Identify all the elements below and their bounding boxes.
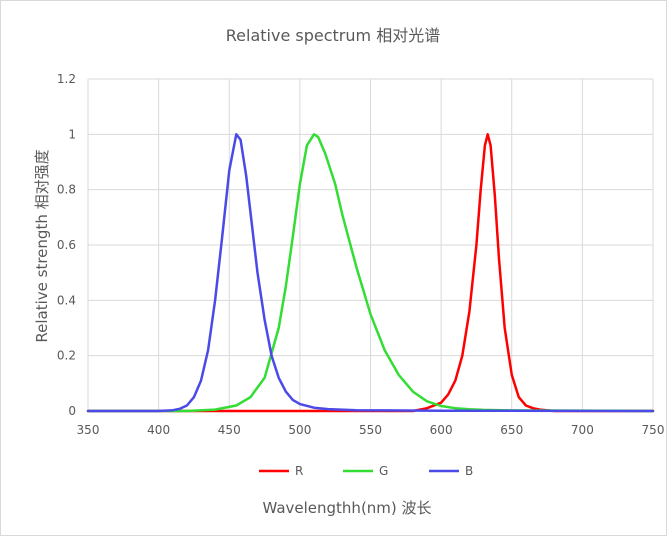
legend-label: B	[465, 464, 473, 478]
y-tick-label: 0.4	[57, 293, 76, 307]
legend-item-g: G	[343, 464, 388, 478]
chart-title: Relative spectrum 相对光谱	[226, 26, 440, 45]
x-axis-ticks: 350 400 450 500 550 600 650 700 750	[77, 423, 665, 437]
y-axis-label: Relative strength 相对强度	[33, 149, 51, 342]
x-tick-label: 600	[430, 423, 453, 437]
legend-label: R	[295, 464, 303, 478]
x-tick-label: 700	[571, 423, 594, 437]
x-tick-label: 350	[77, 423, 100, 437]
y-tick-label: 0.6	[57, 238, 76, 252]
series-line-g	[86, 133, 655, 413]
series-line-b	[86, 133, 655, 413]
x-tick-label: 450	[218, 423, 241, 437]
y-axis-ticks: 0 0.2 0.4 0.6 0.8 1 1.2	[57, 72, 76, 418]
x-tick-label: 500	[288, 423, 311, 437]
series-line-r	[86, 133, 655, 413]
x-tick-label: 550	[359, 423, 382, 437]
grid	[87, 78, 654, 412]
y-tick-label: 1.2	[57, 72, 76, 86]
legend-item-r: R	[259, 464, 303, 478]
legend-item-b: B	[429, 464, 473, 478]
series-lines	[86, 133, 655, 413]
y-tick-label: 0	[68, 404, 76, 418]
y-tick-label: 1	[68, 127, 76, 141]
legend-label: G	[379, 464, 388, 478]
y-tick-label: 0.2	[57, 349, 76, 363]
x-tick-label: 750	[642, 423, 665, 437]
x-tick-label: 400	[147, 423, 170, 437]
x-tick-label: 650	[500, 423, 523, 437]
y-tick-label: 0.8	[57, 183, 76, 197]
x-axis-label: Wavelengthh(nm) 波长	[262, 499, 431, 517]
